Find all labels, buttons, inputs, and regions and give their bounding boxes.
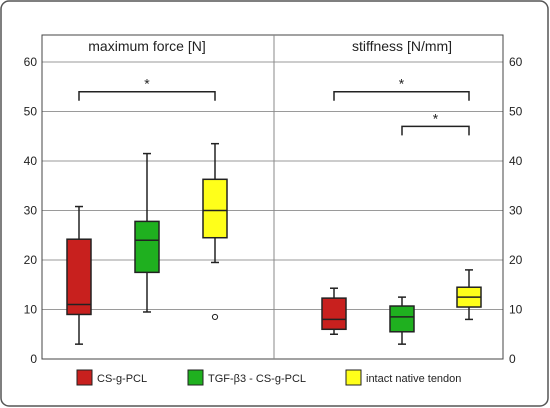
box-force-1 xyxy=(66,205,92,345)
y-tick-label: 30 xyxy=(24,204,38,218)
legend: CS-g-PCL TGF-β3 - CS-g-PCL intact native t… xyxy=(76,369,461,386)
y-tick-label: 50 xyxy=(24,105,38,119)
significance-bracket xyxy=(333,90,470,101)
y-tick-label: 40 xyxy=(24,154,38,168)
significance-bracket xyxy=(78,90,216,101)
legend-label: CS-g-PCL xyxy=(97,373,147,385)
y-tick-label: 60 xyxy=(509,55,523,69)
legend-swatch xyxy=(76,369,93,386)
box-stiffness-3 xyxy=(456,269,482,321)
box-force-2 xyxy=(134,152,160,313)
legend-item: CS-g-PCL xyxy=(76,369,147,386)
y-tick-label: 50 xyxy=(509,105,523,119)
panel-title-force: maximum force [N] xyxy=(88,38,205,54)
y-tick-label: 30 xyxy=(509,204,523,218)
iqr-box xyxy=(321,297,347,331)
iqr-box xyxy=(134,220,160,274)
legend-label: TGF-β3 - CS-g-PCL xyxy=(208,373,306,385)
iqr-box xyxy=(66,238,92,316)
y-tick-label: 10 xyxy=(509,303,523,317)
significance-star: * xyxy=(399,76,405,92)
significance-brackets: * * * xyxy=(78,76,470,136)
legend-item: intact native tendon xyxy=(345,369,461,386)
plot-area xyxy=(41,34,504,360)
iqr-box xyxy=(389,305,415,333)
gridlines xyxy=(42,61,503,310)
iqr-box xyxy=(202,178,228,239)
significance-star: * xyxy=(433,110,439,126)
y-tick-label: 40 xyxy=(509,154,523,168)
y-tick-label: 0 xyxy=(30,352,37,366)
boxes xyxy=(66,142,482,345)
outlier-point xyxy=(211,313,219,321)
legend-label: intact native tendon xyxy=(366,373,461,385)
y-tick-label: 20 xyxy=(509,253,523,267)
legend-item: TGF-β3 - CS-g-PCL xyxy=(187,369,306,386)
left-y-axis-ticks: 0 10 20 30 40 50 60 xyxy=(24,55,38,366)
significance-bracket xyxy=(401,125,470,136)
panel-title-stiffness: stiffness [N/mm] xyxy=(352,38,452,54)
y-tick-label: 10 xyxy=(24,303,38,317)
box-stiffness-1 xyxy=(321,287,347,335)
legend-swatch xyxy=(187,369,204,386)
legend-swatch xyxy=(345,369,362,386)
y-tick-label: 60 xyxy=(24,55,38,69)
box-force-3 xyxy=(202,142,228,321)
right-y-axis-ticks: 0 10 20 30 40 50 60 xyxy=(509,55,523,366)
significance-star: * xyxy=(144,76,150,92)
y-tick-label: 20 xyxy=(24,253,38,267)
box-stiffness-2 xyxy=(389,296,415,345)
y-tick-label: 0 xyxy=(509,352,516,366)
